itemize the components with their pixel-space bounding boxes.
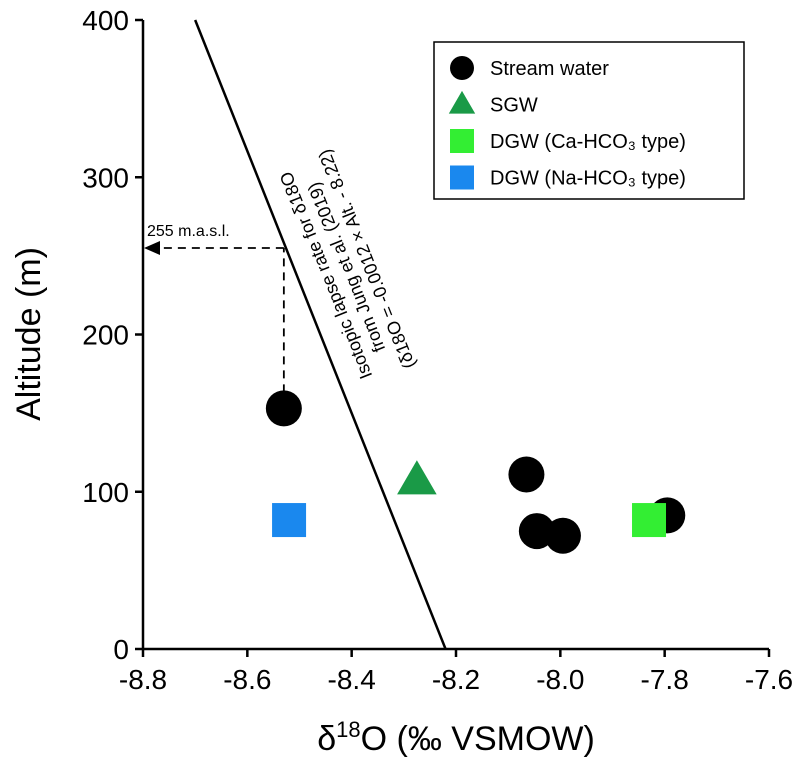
- y-tick-label: 100: [82, 477, 129, 508]
- y-tick-label: 200: [82, 320, 129, 351]
- legend-box: [433, 41, 745, 200]
- data-point: [272, 503, 307, 538]
- data-point: [397, 460, 437, 495]
- y-tick-label: 0: [113, 634, 129, 665]
- lapse-rate-label: Isotopic lapse rate for δ18Ofrom Jung et…: [273, 147, 419, 388]
- y-axis-title: Altitude (m): [10, 247, 48, 421]
- legend-label: DGW (Na-HCO₃ type): [490, 168, 686, 190]
- legend-marker: [448, 90, 476, 114]
- x-tick-label: -7.8: [641, 664, 689, 695]
- data-point: [544, 517, 581, 554]
- y-tick-label: 300: [82, 162, 129, 193]
- legend-marker: [450, 56, 474, 80]
- x-tick-label: -8.8: [119, 664, 167, 695]
- x-axis-title: δ18O (‰ VSMOW): [317, 717, 595, 758]
- y-tick-label: 400: [82, 5, 129, 36]
- x-axis-title-rest: O (‰ VSMOW): [361, 720, 595, 758]
- legend-label: SGW: [490, 95, 538, 117]
- data-point: [508, 456, 545, 493]
- lapse-rate-line: [194, 19, 447, 650]
- x-axis-title-sup: 18: [336, 717, 360, 742]
- x-tick-label: -8.0: [536, 664, 584, 695]
- x-tick-label: -8.2: [432, 664, 480, 695]
- data-point: [632, 503, 667, 538]
- x-axis-title-delta: δ: [317, 720, 336, 758]
- legend: Stream water SGW DGW (Ca-HCO₃ type) DGW (Na…: [433, 41, 745, 200]
- data-point: [265, 390, 302, 427]
- legend-marker: [450, 129, 474, 153]
- x-tick-label: -7.6: [745, 664, 793, 695]
- legend-label: DGW (Ca-HCO₃ type): [490, 131, 686, 153]
- legend-marker: [450, 165, 474, 190]
- x-tick-label: -8.6: [223, 664, 271, 695]
- projection-label: 255 m.a.s.l.: [147, 223, 230, 240]
- x-tick-label: -8.4: [328, 664, 376, 695]
- legend-label: Stream water: [490, 58, 609, 80]
- projection-arrowhead: [144, 241, 160, 256]
